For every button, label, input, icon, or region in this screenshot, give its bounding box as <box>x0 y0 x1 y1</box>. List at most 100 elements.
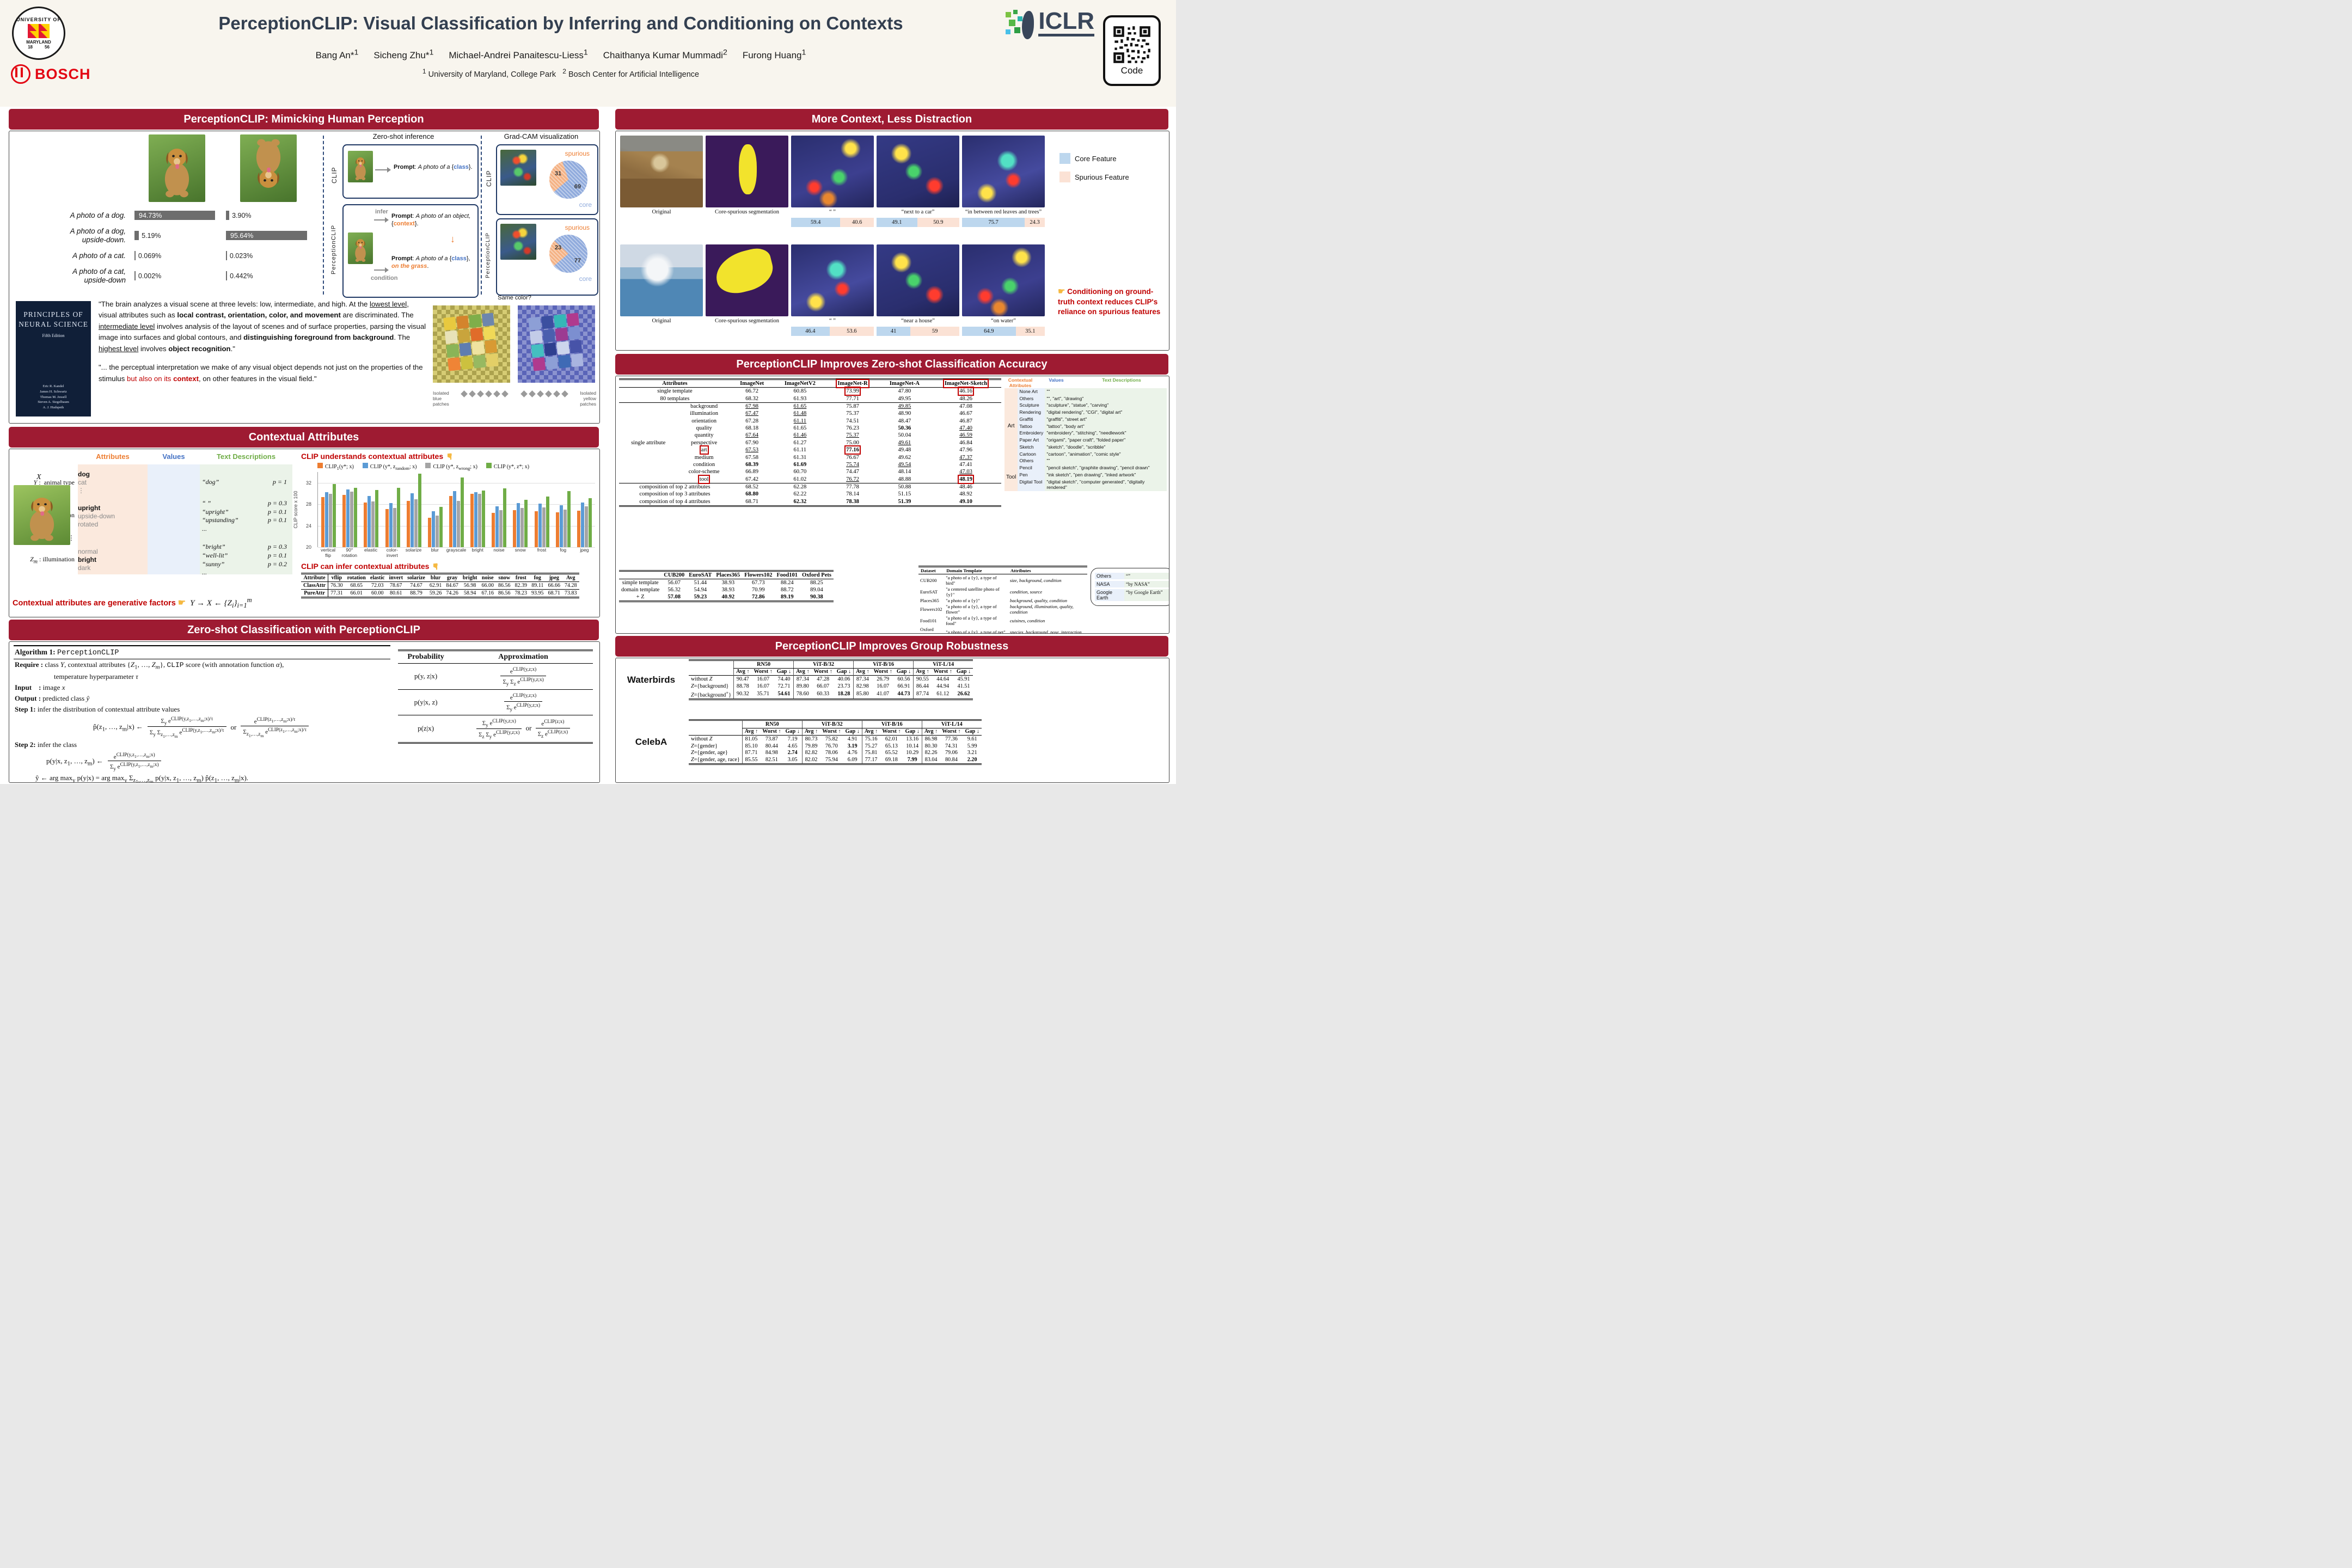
y-axis-label: CLIP score x 100 <box>293 491 298 529</box>
affiliations: 1 University of Maryland, College Park 2… <box>422 68 700 79</box>
value-cell: 58.94 <box>463 590 476 596</box>
bar-value: 3.90% <box>232 211 252 219</box>
value-cell: Rendering <box>1018 409 1045 416</box>
value: 3.19 <box>847 743 857 749</box>
value-cell: 61.11 <box>773 446 826 454</box>
header-row: CUB200 EuroSAT Places365 Flowers102 Food101 O… <box>619 571 834 579</box>
value: 57.08 <box>667 594 681 600</box>
table-row: perspective 67.90 61.27 75.00 49.61 46.84 <box>619 439 1001 446</box>
value: 46.59 <box>959 432 972 439</box>
row-label: + Z <box>619 593 661 602</box>
attribute-row: Y : animal type dog cat ⋮ “dog” p = 1 <box>13 465 298 499</box>
column-header: invert <box>389 575 403 581</box>
pclip-row-label: PerceptionCLIP <box>485 232 491 279</box>
value: 46.67 <box>959 411 972 417</box>
column-heading: Values <box>162 452 185 461</box>
value-cell: 82.02 <box>801 756 820 764</box>
description-cell: "", "art", "drawing" <box>1045 395 1167 402</box>
value-cell: 48.92 <box>930 491 1001 498</box>
dataset-name: Oxford Pets <box>920 626 934 634</box>
figure-caption: “in between red leaves and trees” <box>965 209 1042 215</box>
description-text: “well-lit” <box>202 551 228 559</box>
value-cell: 66.66 <box>548 583 561 589</box>
value: 89.04 <box>810 587 823 593</box>
value-cell: 62.01 <box>880 736 903 743</box>
dog-photo-upside-down <box>240 134 297 202</box>
value: 61.69 <box>793 461 807 468</box>
arrow-icon <box>374 267 389 273</box>
callout-row: Others “” <box>1095 573 1169 579</box>
value-cell: 75.74 <box>826 461 878 468</box>
value: 65.13 <box>885 743 898 749</box>
iclr-wordmark: ICLR <box>1038 8 1094 37</box>
value-cell: 76.70 <box>820 743 843 750</box>
group-label: single attribute <box>631 439 666 446</box>
value: 46.84 <box>959 439 972 446</box>
value-cell: 85.55 <box>742 756 761 764</box>
value-cell: 78.60 <box>793 689 812 700</box>
value: 75.82 <box>825 736 838 742</box>
value: 7.19 <box>787 736 798 742</box>
value: bright <box>78 556 96 564</box>
value-cell: 78.38 <box>826 498 878 506</box>
qr-code[interactable]: Code <box>1103 15 1161 86</box>
bar <box>542 507 546 547</box>
x-category: noise <box>493 547 505 553</box>
attributes: condition, source <box>1009 589 1043 595</box>
description-cell: "" <box>1045 388 1167 395</box>
value: 46.87 <box>959 418 972 424</box>
value-cell: 61.11 <box>773 418 826 425</box>
step2-formula: p(y|x, z1, …, zm) ← eCLIP(y,z1,…,zm;x) Σy… <box>14 752 390 771</box>
x-label: X <box>36 473 41 481</box>
value-cell: 59.23 <box>687 593 714 602</box>
figure-cell: “in between red leaves and trees” 75.7 24.… <box>962 136 1045 227</box>
legend-item: CLIP1(y*; x) <box>317 463 354 471</box>
celeba-block: CelebA RN50 ViT-B/32 ViT-B/16 ViT-L/14 Avg ↑… <box>619 719 982 765</box>
value: 74.40 <box>777 676 791 682</box>
table-row: p(z|x) Σy eCLIP(y,z;x) Σz Σy eCLIP(y,z;x) … <box>398 715 593 744</box>
value-cell: 75.87 <box>826 402 878 410</box>
row-label: composition of top 2 attributes <box>639 484 710 491</box>
value: 87.34 <box>856 676 869 682</box>
value-cell: 60.56 <box>895 676 914 683</box>
value: 82.51 <box>765 756 778 763</box>
yellow-cube-image <box>433 305 510 383</box>
table-row: Oxford Pets "a photo of a {y}, a type of … <box>918 626 1087 634</box>
dataset-name: CUB200 <box>920 577 937 583</box>
or-label: or <box>524 724 534 732</box>
description-prob: p = 0.3 <box>267 499 287 507</box>
value-cell: 79.89 <box>801 742 820 750</box>
description-cell: "sculpture", "statue", "carving" <box>1045 402 1167 409</box>
domain-template: "a photo of a {y}, a type of pet" <box>946 629 1006 634</box>
value: 68.18 <box>745 425 759 432</box>
value: 88.24 <box>780 580 794 586</box>
description-text: “ ” <box>202 499 211 507</box>
arch-header: ViT-B/32 <box>793 660 854 669</box>
table-row: composition of top 4 attributes 68.71 62.3… <box>619 498 1001 506</box>
x-category: fog <box>560 547 567 553</box>
bar <box>538 504 542 547</box>
bar <box>534 511 538 547</box>
value: rotated <box>78 520 99 528</box>
umd-years: 18 56 <box>28 45 50 50</box>
bar <box>439 507 443 547</box>
image-hm <box>877 244 959 316</box>
value-cell: 68.71 <box>731 498 773 506</box>
attribute-values: upright upside-down rotated <box>78 504 148 529</box>
feature-legend: Core Feature Spurious Feature <box>1059 153 1129 190</box>
spacer <box>689 668 734 676</box>
attribute-label: background <box>677 402 730 410</box>
bar <box>333 483 336 547</box>
fraction: eCLIP(y,z;x) Σy Σz eCLIP(y,z;x) <box>500 666 546 687</box>
value-cell: 87.34 <box>793 675 812 683</box>
row-label: simple template <box>619 579 661 587</box>
value: 62.28 <box>793 484 807 491</box>
column-header: ImageNetV2 <box>773 379 826 388</box>
value: 74.51 <box>846 418 859 424</box>
value-cell: 10.29 <box>903 749 922 756</box>
algorithm-step1: Step 1: infer the distribution of contex… <box>15 705 180 713</box>
bar <box>375 489 379 547</box>
value: 47.28 <box>817 676 830 682</box>
value-cell: 61.12 <box>932 689 954 699</box>
arch-header: ViT-L/14 <box>921 720 982 728</box>
